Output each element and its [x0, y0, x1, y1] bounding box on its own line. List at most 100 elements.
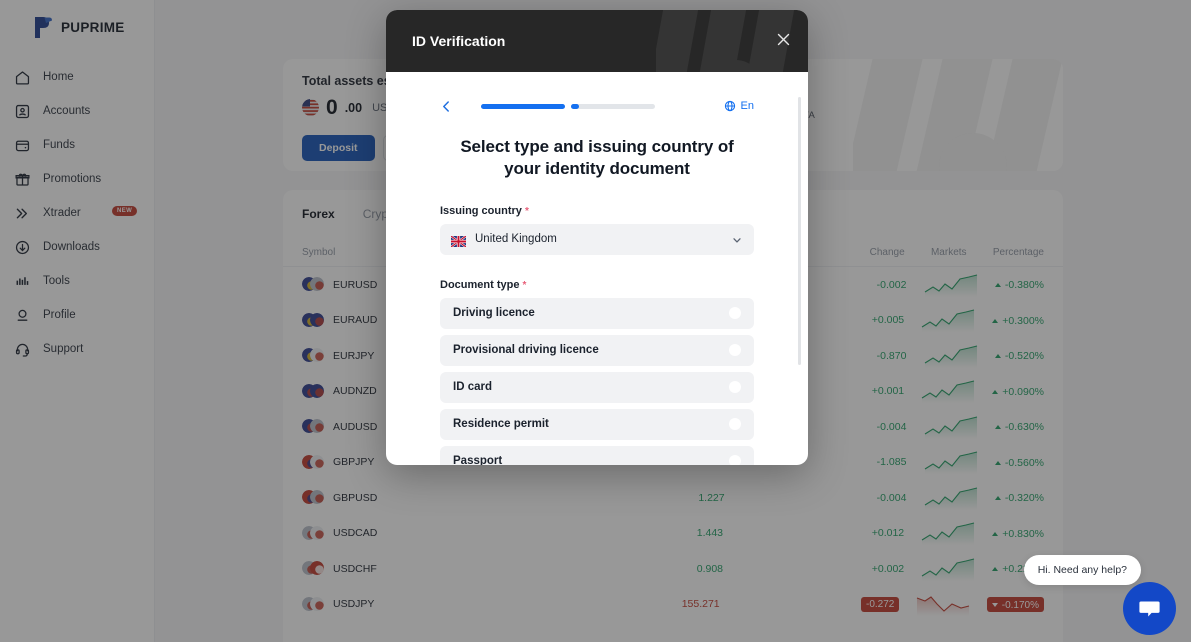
symbol-name: EURAUD	[333, 314, 378, 327]
sidebar-item-funds[interactable]: Funds	[0, 128, 154, 162]
change-highlight-chip: -0.272	[860, 597, 900, 613]
table-row[interactable]: USDJPY 155.271 -0.272 -0.170%	[283, 587, 1063, 623]
currency-pair-flags-icon	[302, 348, 324, 363]
cell-symbol: EURUSD	[302, 277, 538, 292]
document-type-options: Driving licence Provisional driving licen…	[440, 297, 754, 465]
document-type-option-3[interactable]: ID card	[440, 371, 754, 403]
radio-button-icon[interactable]	[729, 344, 741, 357]
radio-button-icon[interactable]	[729, 455, 741, 465]
chat-greeting-bubble[interactable]: Hi. Need any help?	[1023, 555, 1141, 585]
modal-scrollbar[interactable]	[798, 97, 801, 365]
document-type-option-2[interactable]: Provisional driving licence	[440, 334, 754, 366]
modal-header: ID Verification	[386, 10, 808, 72]
document-type-option-label: ID card	[453, 381, 492, 394]
document-type-option-label: Provisional driving licence	[453, 344, 599, 357]
sparkline-chart	[921, 522, 975, 546]
symbol-name: USDCHF	[333, 562, 377, 575]
sidebar-label: Downloads	[43, 241, 100, 253]
sparkline-chart	[916, 596, 970, 617]
progress-bars	[481, 103, 655, 109]
cell-change: -0.870	[876, 349, 907, 362]
cell-percentage: -0.170%	[986, 597, 1045, 612]
cell-change: +0.001	[871, 385, 905, 398]
cell-price: 1.443	[696, 527, 724, 540]
sidebar-item-downloads[interactable]: Downloads	[0, 230, 154, 264]
document-type-option-5[interactable]: Passport	[440, 445, 754, 465]
funds-icon	[14, 137, 31, 154]
percentage-highlight-chip: -0.170%	[986, 597, 1045, 612]
symbol-name: AUDNZD	[333, 385, 377, 398]
usd-flag-icon	[302, 99, 319, 116]
symbol-name: EURJPY	[333, 349, 375, 362]
cell-markets	[904, 521, 992, 546]
required-mark: *	[524, 205, 529, 217]
cell-markets	[904, 308, 992, 333]
sparkline-chart	[924, 487, 977, 510]
modal-title: ID Verification	[412, 33, 506, 49]
modal-body: En Select type and issuing country of yo…	[386, 72, 808, 465]
uk-flag-icon	[450, 234, 467, 248]
table-row[interactable]: GBPUSD 1.227 -0.004 -0.320%	[283, 480, 1063, 516]
symbol-name: GBPJPY	[333, 456, 375, 469]
sidebar-item-support[interactable]: Support	[0, 332, 154, 366]
issuing-country-select[interactable]: United Kingdom	[440, 223, 754, 255]
document-type-option-4[interactable]: Residence permit	[440, 408, 754, 440]
cell-markets	[906, 344, 994, 368]
sparkline-chart	[921, 380, 975, 404]
currency-pair-flags-icon	[302, 490, 324, 505]
cell-symbol: AUDUSD	[302, 419, 538, 434]
cell-symbol: EURAUD	[302, 312, 537, 328]
document-type-option-1[interactable]: Driving licence	[440, 297, 754, 329]
chevron-left-icon[interactable]	[440, 100, 453, 113]
issuing-country-value: United Kingdom	[475, 233, 557, 246]
sidebar-item-home[interactable]: Home	[0, 60, 154, 94]
language-selector[interactable]: En	[724, 100, 754, 112]
profile-icon	[14, 307, 31, 324]
document-type-label: Document type *	[440, 279, 754, 291]
table-row[interactable]: EURUSD1.073-0.002-0.380%	[283, 267, 1063, 303]
chat-launcher-button[interactable]	[1123, 582, 1176, 635]
sparkline-chart	[924, 416, 977, 439]
modal-heading: Select type and issuing country of your …	[460, 137, 734, 179]
currency-pair-flags-icon	[302, 561, 324, 576]
chevron-down-icon	[731, 233, 743, 245]
xtrader-icon	[14, 205, 31, 222]
cell-price: 1.227	[698, 491, 725, 504]
table-row[interactable]: USDCAD 1.443 +0.012 +0.830%	[283, 516, 1063, 552]
sidebar-nav: Home Accounts	[0, 60, 154, 366]
total-assets-amount: 0 .00 USD	[302, 97, 413, 118]
currency-pair-flags-icon	[302, 419, 324, 434]
close-icon[interactable]	[777, 33, 790, 46]
cell-markets	[904, 557, 992, 581]
language-label: En	[740, 100, 754, 112]
sidebar-item-xtrader[interactable]: Xtrader NEW	[0, 196, 154, 230]
cell-markets	[906, 273, 994, 297]
sparkline-chart	[921, 309, 975, 333]
tab-forex[interactable]: Forex	[302, 207, 335, 221]
currency-pair-flags-icon	[302, 525, 324, 541]
table-body: EURUSD1.073-0.002-0.380%EURAUD1.642+0.00…	[283, 267, 1063, 622]
sidebar-item-tools[interactable]: Tools	[0, 264, 154, 298]
brand-logo[interactable]: PUPRIME	[0, 0, 154, 42]
sparkline-chart	[921, 558, 975, 581]
sidebar-item-profile[interactable]: Profile	[0, 298, 154, 332]
cell-change: -0.004	[876, 491, 907, 504]
cell-percentage: -0.320%	[994, 491, 1044, 504]
deposit-button[interactable]: Deposit	[302, 135, 375, 161]
sidebar-item-promotions[interactable]: Promotions	[0, 162, 154, 196]
progress-step-2	[571, 103, 655, 109]
required-mark: *	[522, 279, 527, 291]
radio-button-icon[interactable]	[729, 307, 741, 320]
table-row[interactable]: EURJPY166.703-0.870-0.520%	[283, 338, 1063, 374]
cell-markets	[906, 415, 994, 439]
radio-button-icon[interactable]	[729, 381, 741, 394]
sidebar-label: Xtrader	[43, 207, 81, 219]
radio-button-icon[interactable]	[729, 418, 741, 431]
cell-markets	[904, 379, 992, 404]
symbol-name: EURUSD	[333, 278, 378, 291]
cell-percentage: -0.380%	[994, 278, 1044, 291]
sidebar-item-accounts[interactable]: Accounts	[0, 94, 154, 128]
sidebar-label: Home	[43, 71, 74, 83]
progress-row: En	[440, 96, 754, 116]
